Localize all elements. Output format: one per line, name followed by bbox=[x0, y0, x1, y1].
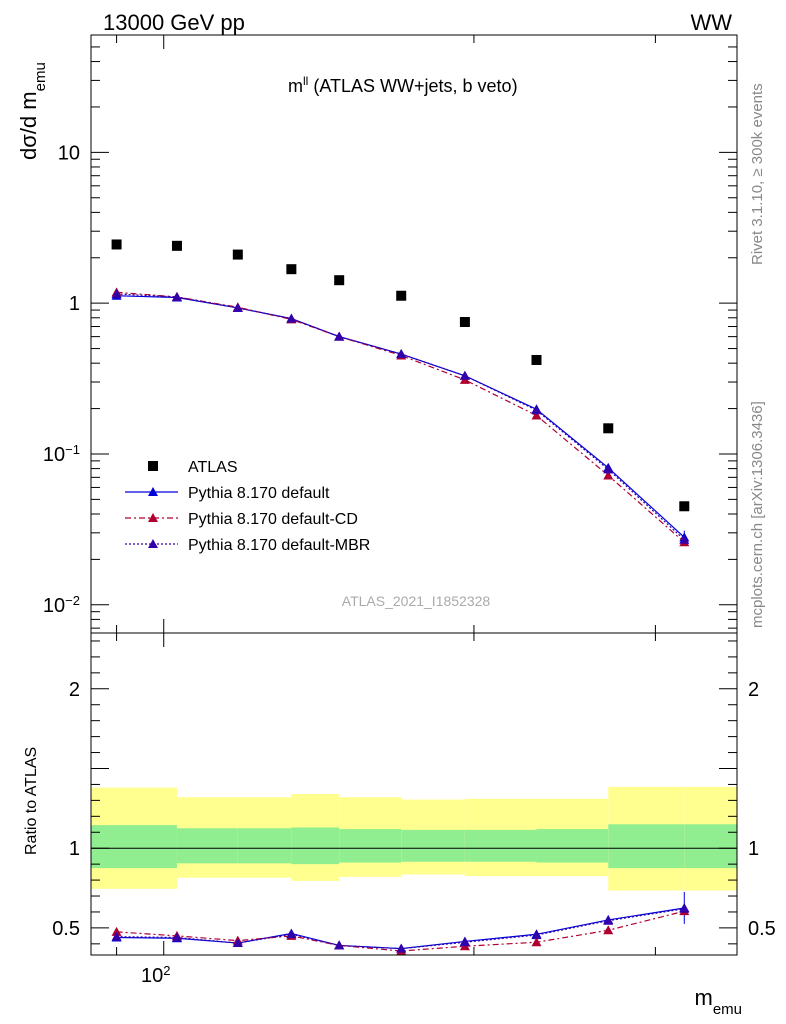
legend-marker bbox=[148, 513, 158, 522]
plot-title-sup: ll bbox=[303, 74, 308, 88]
ratio-series-line bbox=[116, 907, 685, 950]
y-axis-label-sub: emu bbox=[32, 62, 49, 91]
mcplots-label: mcplots.cern.ch [arXiv:1306.3436] bbox=[749, 401, 766, 628]
ratio-point bbox=[232, 938, 243, 948]
y-tick-label: 10−1 bbox=[43, 441, 80, 466]
ratio-point bbox=[679, 903, 690, 913]
plot-title-main: m bbox=[288, 76, 303, 96]
y-tick-label-exp: −2 bbox=[65, 592, 80, 607]
rivet-label: Rivet 3.1.10, ≥ 300k events bbox=[749, 83, 766, 265]
data-point-mc bbox=[171, 291, 182, 301]
ratio-point bbox=[531, 937, 542, 947]
y-tick-label: 1 bbox=[69, 293, 80, 315]
ratio-band-inner bbox=[237, 828, 292, 864]
ratio-point bbox=[603, 925, 614, 935]
axes: 102 10 1 10−1 10−2 2 2 1 1 0.5 0.5 bbox=[43, 34, 776, 988]
y-axis-label-main: dσ/d m bbox=[16, 91, 41, 160]
main-panel bbox=[111, 239, 690, 547]
x-axis-label-main: m bbox=[694, 985, 712, 1010]
ratio-tick-label-right: 2 bbox=[748, 679, 759, 701]
ratio-band-inner bbox=[291, 827, 340, 865]
data-point-mc bbox=[679, 534, 690, 544]
data-point-atlas bbox=[171, 240, 182, 251]
ratio-tick-label-right: 0.5 bbox=[748, 918, 776, 940]
ratio-point bbox=[171, 932, 182, 942]
ratio-panel bbox=[91, 786, 737, 956]
y-tick-label: 10−2 bbox=[43, 592, 80, 617]
legend-label: Pythia 8.170 default-MBR bbox=[188, 537, 370, 554]
ratio-band-inner bbox=[608, 824, 685, 869]
ratio-point bbox=[286, 929, 297, 939]
legend-label: Pythia 8.170 default bbox=[188, 485, 330, 502]
ratio-series-line bbox=[116, 908, 685, 950]
x-tick-label-exp: 2 bbox=[163, 963, 170, 978]
ratio-band-inner bbox=[536, 829, 609, 863]
data-point-mc bbox=[603, 464, 614, 474]
process-label: WW bbox=[690, 10, 732, 35]
ratio-tick-label: 0.5 bbox=[52, 918, 80, 940]
data-point-atlas bbox=[679, 501, 690, 512]
data-point-mc bbox=[459, 370, 470, 380]
ratio-point bbox=[111, 926, 122, 936]
data-point-atlas bbox=[396, 290, 407, 301]
x-tick-label: 102 bbox=[141, 963, 170, 988]
y-tick-label: 10 bbox=[58, 142, 80, 164]
ratio-tick-label: 2 bbox=[69, 679, 80, 701]
x-axis-label: memu bbox=[694, 985, 742, 1018]
legend-marker bbox=[148, 539, 158, 548]
ratio-axis-label: Ratio to ATLAS bbox=[23, 747, 40, 855]
x-axis-label-sub: emu bbox=[713, 1001, 742, 1018]
data-point-atlas bbox=[531, 354, 542, 365]
data-point-mc bbox=[232, 302, 243, 312]
series-line bbox=[116, 291, 685, 543]
plot-title-rest: (ATLAS WW+jets, b veto) bbox=[308, 76, 517, 96]
data-point-atlas bbox=[286, 264, 297, 275]
legend-label: ATLAS bbox=[188, 459, 238, 476]
data-point-atlas bbox=[232, 249, 243, 260]
legend-marker bbox=[148, 487, 158, 496]
ratio-point bbox=[459, 937, 470, 947]
legend: ATLAS Pythia 8.170 default Pythia 8.170 de… bbox=[125, 459, 370, 554]
ratio-band-inner bbox=[91, 825, 177, 869]
legend-marker-atlas bbox=[148, 461, 158, 471]
ratio-band-inner bbox=[339, 829, 402, 863]
ratio-tick-label: 1 bbox=[69, 838, 80, 860]
plot-title: mll (ATLAS WW+jets, b veto) bbox=[288, 74, 518, 96]
ratio-frame bbox=[90, 632, 738, 956]
y-tick-label-exp: −1 bbox=[65, 441, 80, 456]
y-axis-label: dσ/d memu bbox=[16, 62, 49, 160]
data-point-mc bbox=[334, 331, 345, 341]
ratio-series-line bbox=[116, 910, 685, 952]
data-point-mc bbox=[111, 289, 122, 299]
data-point-mc bbox=[286, 313, 297, 323]
ratio-band-inner bbox=[176, 828, 238, 864]
ratio-point bbox=[334, 940, 345, 950]
ratio-point bbox=[111, 931, 122, 941]
ratio-band-inner bbox=[684, 824, 737, 869]
data-point-atlas bbox=[459, 317, 470, 328]
series-line bbox=[116, 293, 685, 541]
data-point-mc bbox=[531, 410, 542, 420]
data-point-mc bbox=[531, 405, 542, 415]
data-point-mc bbox=[603, 470, 614, 480]
analysis-id: ATLAS_2021_I1852328 bbox=[342, 593, 491, 609]
data-point-mc bbox=[396, 349, 407, 359]
ratio-band-inner bbox=[464, 829, 537, 862]
ratio-tick-label-right: 1 bbox=[748, 838, 759, 860]
data-point-atlas bbox=[334, 275, 345, 286]
data-point-atlas bbox=[603, 423, 614, 434]
data-point-atlas bbox=[111, 239, 122, 250]
energy-label: 13000 GeV pp bbox=[103, 10, 245, 35]
ratio-point bbox=[531, 930, 542, 940]
ratio-band-inner bbox=[401, 829, 465, 862]
ratio-point bbox=[603, 915, 614, 925]
legend-label: Pythia 8.170 default-CD bbox=[188, 511, 358, 528]
ratio-point bbox=[396, 943, 407, 953]
